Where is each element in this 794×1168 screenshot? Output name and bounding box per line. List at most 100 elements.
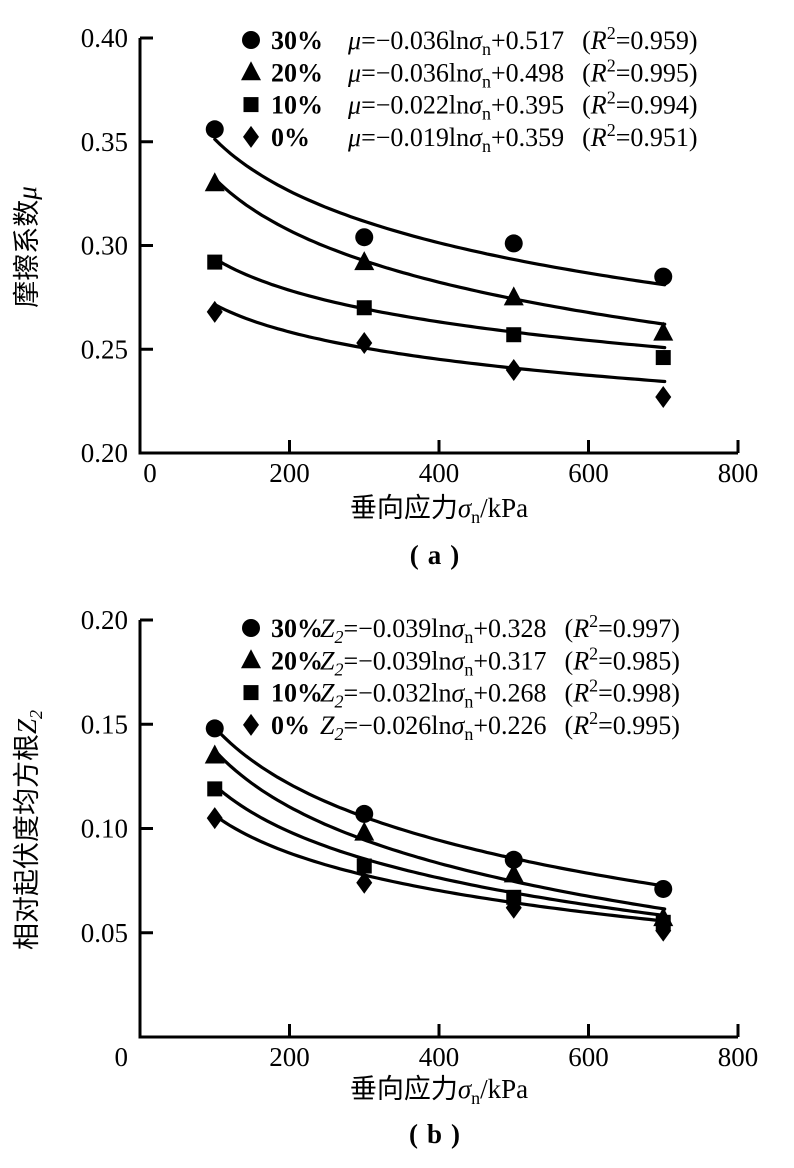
marker-diamond-0pct-b bbox=[505, 896, 522, 919]
legend-marker-triangle-b bbox=[241, 649, 261, 669]
marker-circle-30pct-a bbox=[205, 120, 224, 139]
marker-circle-30pct-a bbox=[654, 267, 673, 286]
fit-curve-10pct-a bbox=[213, 257, 667, 350]
x-tick-label-a: 600 bbox=[568, 458, 609, 488]
fit-curve-20pct-a bbox=[213, 177, 667, 326]
legend-equation-b: Z2=−0.039lnσn+0.328 (R2=0.997) bbox=[320, 611, 680, 647]
x-tick-label-a: 800 bbox=[718, 458, 759, 488]
series-10pct-a bbox=[207, 254, 671, 366]
series-0pct-b bbox=[206, 807, 672, 942]
marker-triangle-20pct-a bbox=[204, 172, 225, 192]
x-tick-label-b: 200 bbox=[269, 1042, 310, 1072]
x-tick-label-b: 400 bbox=[419, 1042, 460, 1072]
marker-circle-30pct-b bbox=[205, 719, 224, 738]
y-tick-label-b: 0.05 bbox=[81, 918, 128, 948]
series-20pct-b bbox=[204, 744, 674, 927]
panel-caption-a: (a) bbox=[410, 540, 468, 570]
fit-curve-0pct-a bbox=[213, 303, 667, 384]
y-tick-label-a: 0.40 bbox=[81, 23, 128, 53]
chart-panel-a: 0 200 400 600 800 0.20 0.25 0.30 0.35 0.40 摩擦系数μ 垂向… bbox=[12, 23, 759, 570]
fit-curve-0pct-b bbox=[213, 813, 667, 923]
legend-equation-a: μ=−0.036lnσn+0.517 (R2=0.959) bbox=[347, 23, 698, 59]
marker-triangle-20pct-b bbox=[503, 863, 524, 883]
x-axis-label-a: 垂向应力σn/kPa bbox=[350, 493, 528, 527]
legend-marker-triangle-a bbox=[241, 61, 261, 81]
marker-circle-30pct-b bbox=[355, 804, 374, 823]
chart-panel-b: 0 200 400 600 800 0.05 0.10 0.15 0.20 相对起伏度均方根Z2 垂… bbox=[12, 605, 759, 1149]
marker-triangle-20pct-a bbox=[653, 321, 674, 341]
marker-triangle-20pct-b bbox=[204, 744, 225, 764]
legend-equation-a: μ=−0.022lnσn+0.395 (R2=0.994) bbox=[347, 88, 698, 124]
axes-a: 0 200 400 600 800 0.20 0.25 0.30 0.35 0.40 bbox=[81, 23, 759, 488]
marker-triangle-20pct-a bbox=[503, 286, 524, 306]
legend-percent-label-a: 0% bbox=[271, 123, 310, 152]
legend-percent-label-b: 20% bbox=[271, 646, 323, 675]
x-tick-label-b: 800 bbox=[718, 1042, 759, 1072]
legend-percent-label-b: 30% bbox=[271, 614, 323, 643]
series-10pct-b bbox=[207, 781, 671, 930]
fit-curve-30pct-b bbox=[213, 726, 667, 888]
series-20pct-a bbox=[204, 172, 674, 341]
y-tick-label-a: 0.25 bbox=[81, 334, 128, 364]
legend-percent-label-a: 30% bbox=[271, 26, 323, 55]
y-tick-label-b: 0.10 bbox=[81, 814, 128, 844]
legend-equation-b: Z2=−0.032lnσn+0.268 (R2=0.998) bbox=[320, 676, 680, 712]
legend-equation-a: μ=−0.019lnσn+0.359 (R2=0.951) bbox=[347, 120, 698, 156]
legend-marker-square-b bbox=[243, 685, 259, 701]
marker-square-10pct-a bbox=[506, 327, 522, 343]
marker-circle-30pct-b bbox=[654, 879, 673, 898]
legend-equation-b: Z2=−0.039lnσn+0.317 (R2=0.985) bbox=[320, 643, 680, 679]
y-tick-label-a: 0.30 bbox=[81, 231, 128, 261]
marker-diamond-0pct-a bbox=[356, 332, 373, 355]
legend-marker-square-a bbox=[243, 97, 259, 113]
marker-square-10pct-a bbox=[207, 254, 223, 270]
panel-caption-b: (b) bbox=[409, 1119, 469, 1149]
y-axis-label-a: 摩擦系数μ bbox=[12, 186, 42, 308]
x-tick-label-b: 0 bbox=[115, 1042, 129, 1072]
x-tick-label-b: 600 bbox=[568, 1042, 609, 1072]
legend-b: 30%Z2=−0.039lnσn+0.328 (R2=0.997)20%Z2=−0… bbox=[241, 611, 680, 744]
marker-circle-30pct-a bbox=[504, 234, 523, 253]
marker-triangle-20pct-a bbox=[354, 251, 375, 271]
marker-square-10pct-a bbox=[356, 300, 372, 316]
legend-percent-label-b: 10% bbox=[271, 679, 323, 708]
marker-diamond-0pct-a bbox=[505, 359, 522, 381]
marker-diamond-0pct-a bbox=[655, 385, 672, 408]
fit-curve-20pct-b bbox=[213, 748, 667, 911]
x-tick-label-a: 400 bbox=[419, 458, 460, 488]
y-axis-label-b: 相对起伏度均方根Z2 bbox=[12, 710, 46, 950]
marker-triangle-20pct-b bbox=[354, 821, 375, 841]
marker-square-10pct-b bbox=[356, 858, 372, 874]
fit-curve-30pct-a bbox=[213, 137, 667, 287]
legend-percent-label-a: 20% bbox=[271, 58, 323, 87]
marker-diamond-0pct-b bbox=[356, 871, 373, 894]
marker-circle-30pct-a bbox=[355, 228, 374, 247]
legend-equation-b: Z2=−0.026lnσn+0.226 (R2=0.995) bbox=[320, 708, 680, 744]
marker-circle-30pct-b bbox=[504, 850, 523, 869]
series-30pct-b bbox=[205, 719, 673, 898]
legend-marker-circle-b bbox=[242, 619, 260, 637]
marker-diamond-0pct-b bbox=[206, 807, 223, 830]
marker-diamond-0pct-a bbox=[206, 300, 223, 323]
series-0pct-a bbox=[206, 300, 672, 408]
legend-percent-label-a: 10% bbox=[271, 91, 323, 120]
fit-curve-10pct-b bbox=[213, 783, 667, 918]
marker-square-10pct-b bbox=[207, 781, 223, 797]
series-30pct-a bbox=[205, 120, 673, 287]
x-tick-label-a: 200 bbox=[269, 458, 310, 488]
legend-marker-circle-a bbox=[242, 31, 260, 49]
legend-a: 30% μ=−0.036lnσn+0.517 (R2=0.959) 20% μ=−0.0… bbox=[241, 23, 698, 156]
legend-percent-label-b: 0% bbox=[271, 711, 310, 740]
y-tick-label-b: 0.20 bbox=[81, 605, 128, 635]
y-tick-label-b: 0.15 bbox=[81, 709, 128, 739]
y-tick-label-a: 0.20 bbox=[81, 438, 128, 468]
marker-square-10pct-a bbox=[655, 350, 671, 366]
axes-b: 0 200 400 600 800 0.05 0.10 0.15 0.20 bbox=[81, 605, 759, 1072]
x-tick-label-a: 0 bbox=[143, 458, 157, 488]
legend-marker-diamond-b bbox=[243, 713, 259, 736]
marker-diamond-0pct-b bbox=[655, 919, 672, 942]
y-tick-label-a: 0.35 bbox=[81, 127, 128, 157]
x-axis-label-b: 垂向应力σn/kPa bbox=[350, 1074, 528, 1108]
legend-equation-a: μ=−0.036lnσn+0.498 (R2=0.995) bbox=[347, 55, 698, 91]
